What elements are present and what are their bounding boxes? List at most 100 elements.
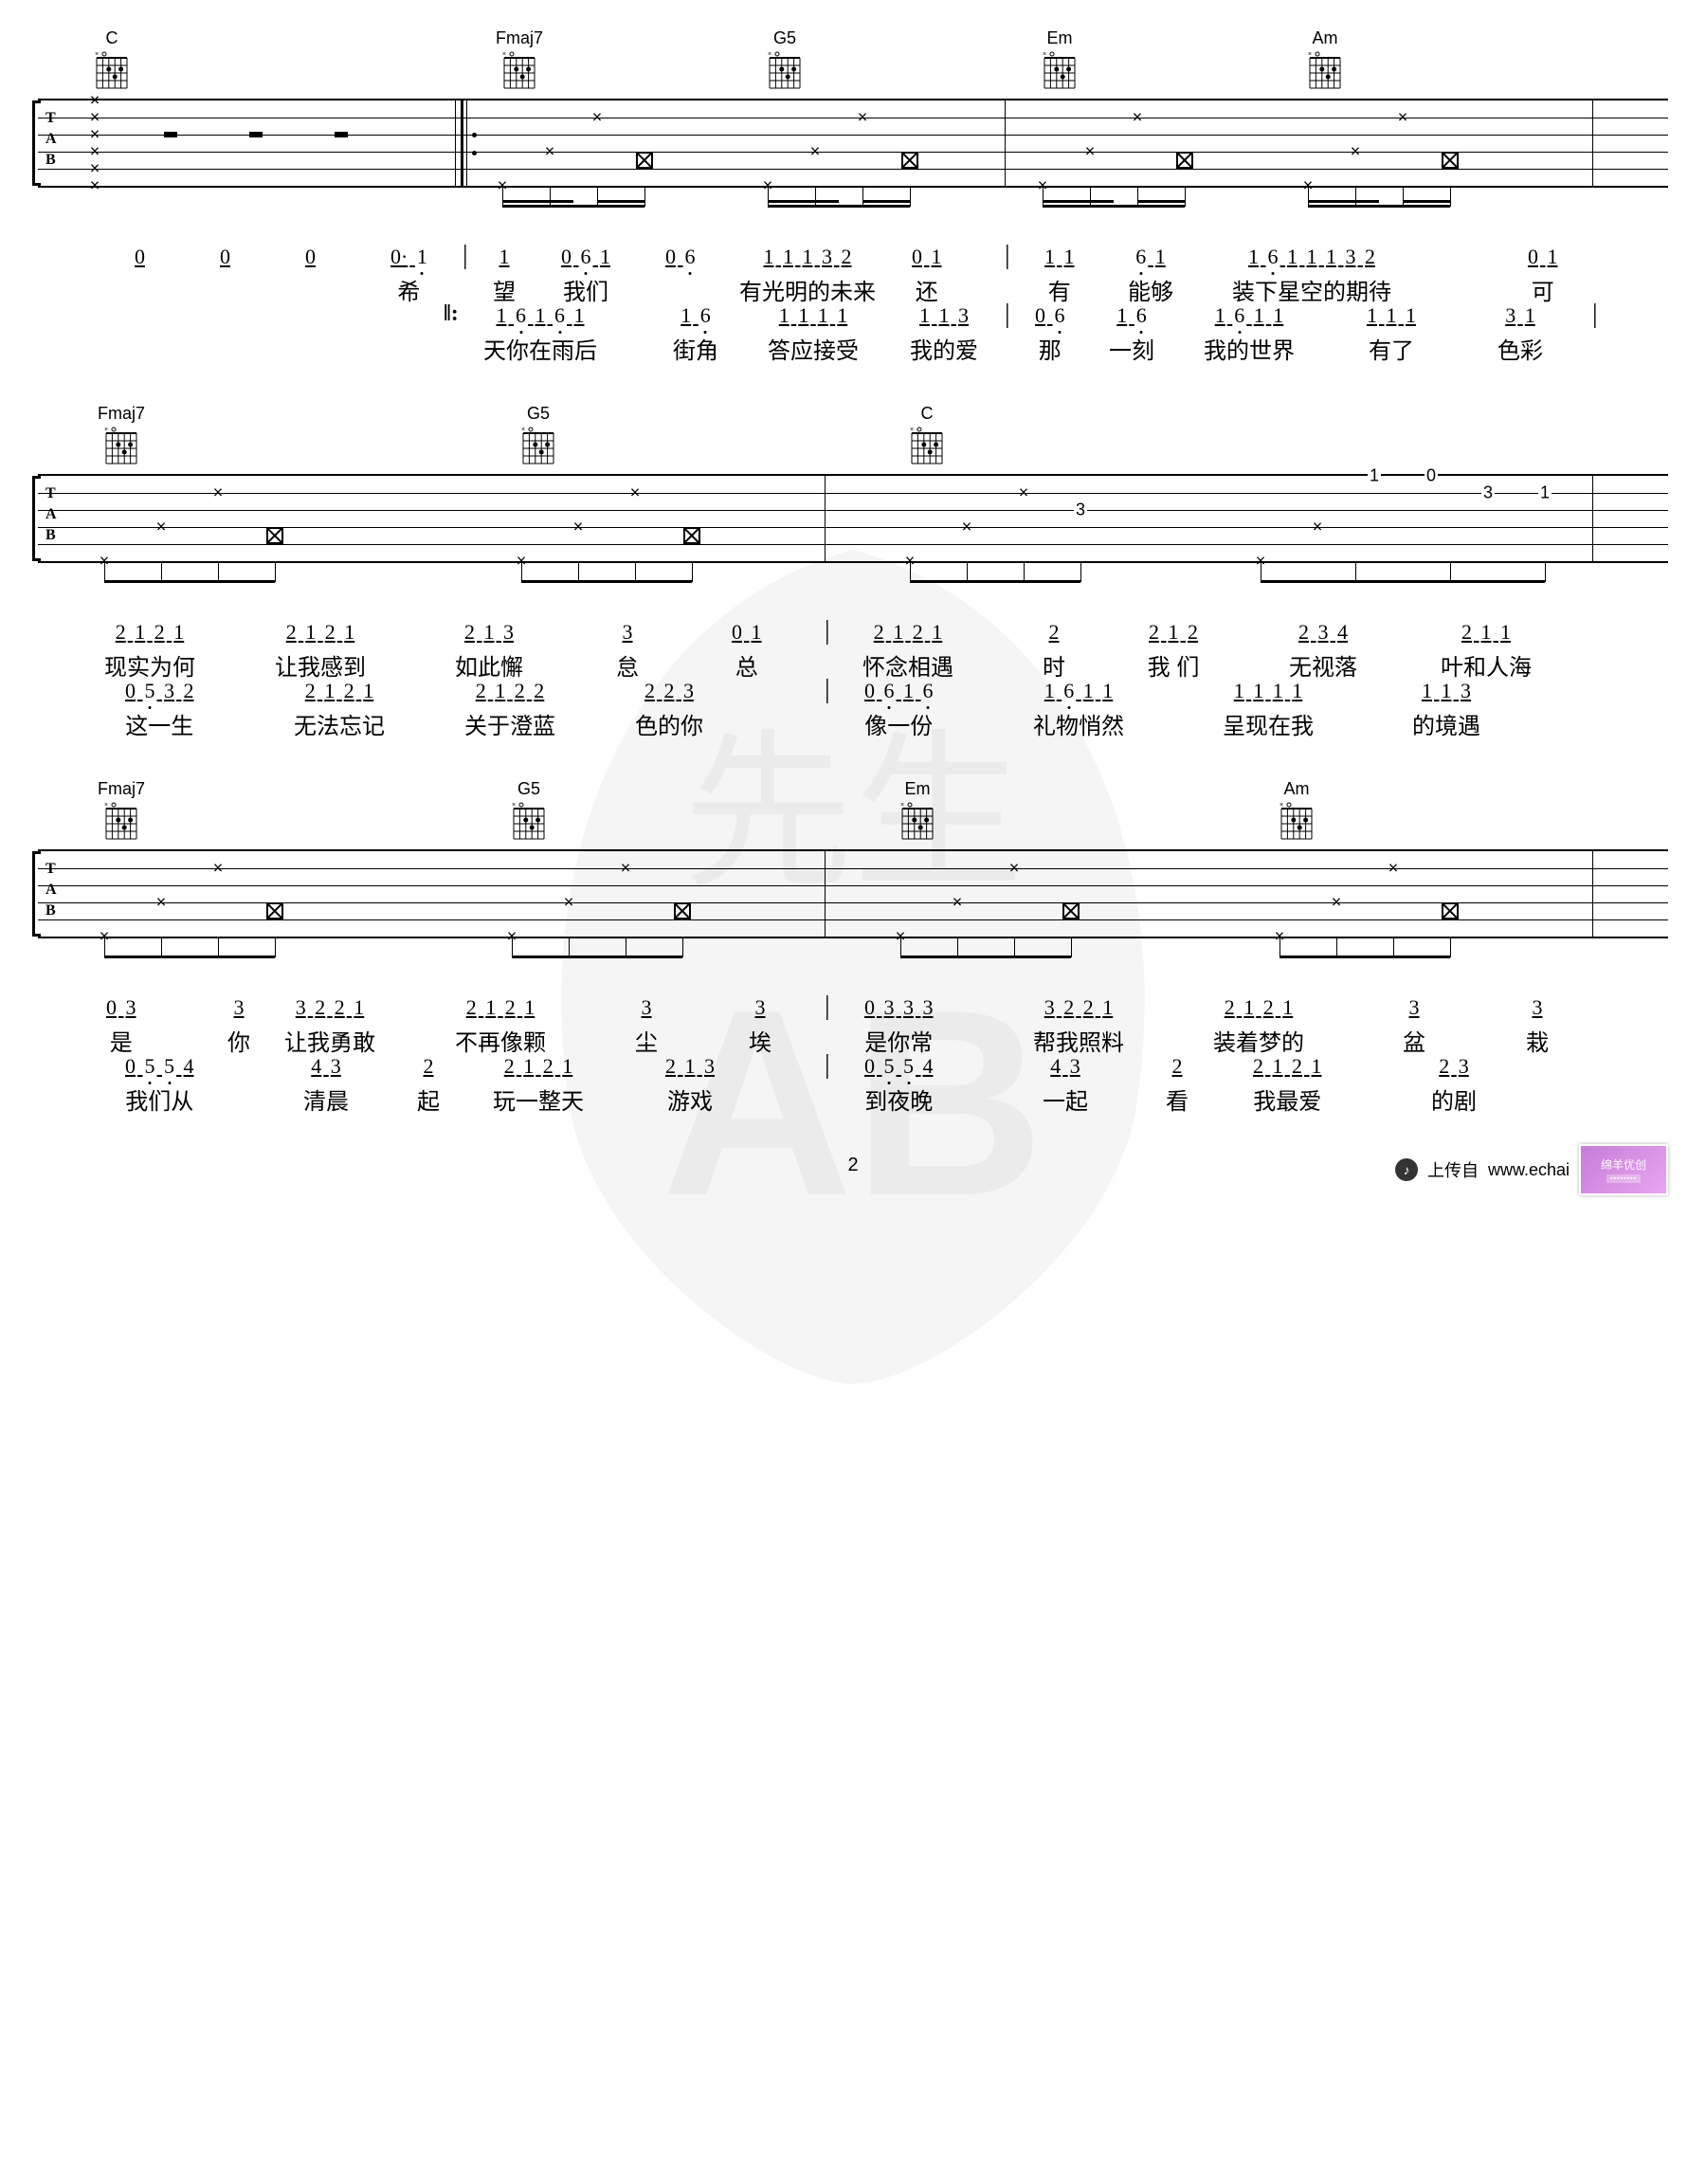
lyric-cell: 0 — [133, 245, 147, 273]
system: Fmaj7 × G5 — [38, 779, 1668, 1107]
lyric-cell: 3 栽 — [1526, 995, 1549, 1057]
chord-Em: Em × — [1033, 28, 1086, 92]
barline-lyric: | — [1592, 300, 1598, 330]
barline-lyric: | — [1005, 300, 1010, 330]
lyric-cell: 1 6 1 6 1 天你在雨后 — [483, 303, 597, 365]
barline-lyric: | — [463, 241, 468, 271]
lyric-cell: 0 6 — [663, 245, 698, 273]
lyric-cell: 3 埃 — [749, 995, 771, 1057]
lyric-cell: 1 6 1 1 礼物悄然 — [1033, 679, 1124, 740]
lyric-cell: 2 1 2 1 无法忘记 — [294, 679, 385, 740]
lyric-cell: 1 1 3 的境遇 — [1412, 679, 1480, 740]
svg-text:×: × — [104, 802, 108, 809]
chord-G5: G5 × — [758, 28, 811, 92]
chord-row: Fmaj7 × G5 — [38, 779, 1668, 846]
lyric-cell: 2 3 的剧 — [1431, 1054, 1477, 1116]
lyric-cell: 2 起 — [417, 1054, 440, 1116]
lyric-cell: 0· 1 希 — [389, 245, 429, 306]
lyric-cell: 0 — [303, 245, 318, 273]
page-number: 2 — [38, 1155, 1668, 1176]
lyric-line: 0 5 3 2 这一生 2 1 2 1 无法忘记 2 1 2 2 关于澄蓝 2 … — [38, 679, 1668, 732]
lyric-cell: 3 1 色彩 — [1497, 303, 1543, 365]
lyric-cell: 3 你 — [227, 995, 250, 1057]
lyric-cell: 0 1 总 — [730, 620, 764, 682]
lyric-cell: 2 1 2 1 装着梦的 — [1213, 995, 1304, 1057]
barline-lyric: | — [825, 616, 830, 646]
chord-row: Fmaj7 × G5 — [38, 404, 1668, 470]
lyric-cell: 2 1 2 1 玩一整天 — [493, 1054, 584, 1116]
chord-Fmaj7: Fmaj7 × — [493, 28, 546, 92]
chord-G5: G5 × — [512, 404, 565, 467]
lyric-cell: 2 1 2 2 关于澄蓝 — [464, 679, 555, 740]
chord-Em: Em × — [891, 779, 944, 843]
svg-text:×: × — [104, 427, 108, 433]
lyric-cell: 3 怠 — [616, 620, 639, 682]
chord-C: C × — [85, 28, 138, 92]
lyric-cell: 1 1 3 我的爱 — [910, 303, 978, 365]
chord-C: C × — [900, 404, 953, 467]
svg-text:×: × — [1280, 802, 1283, 809]
svg-text:×: × — [910, 427, 914, 433]
lyric-cell: 1 1 1 有了 — [1365, 303, 1418, 365]
chord-G5: G5 × — [502, 779, 555, 843]
lyric-cell: 0 1 还 — [910, 245, 944, 306]
lyric-cell: 2 1 3 游戏 — [663, 1054, 717, 1116]
lyric-cell: 0 3 3 3 是你常 — [862, 995, 935, 1057]
lyric-cell: 3 尘 — [635, 995, 658, 1057]
repeat-sign: ‖: — [444, 301, 459, 327]
chord-Am: Am × — [1270, 779, 1323, 843]
svg-text:×: × — [502, 51, 506, 58]
lyric-line: 2 1 2 1 现实为何 2 1 2 1 让我感到 2 1 3 如此懈 3 怠 … — [38, 620, 1668, 673]
lyric-cell: 2 1 1 叶和人海 — [1441, 620, 1532, 682]
tab-staff: TAB×××××××××××××××××× — [38, 99, 1668, 188]
lyric-cell: 0 3 是 — [104, 995, 138, 1057]
svg-text:×: × — [900, 802, 904, 809]
system: Fmaj7 × G5 — [38, 404, 1668, 732]
lyric-line: 0 0 0 0· 1 希 | 1 望 0 6 1 我们 0 6 1 1 — [38, 245, 1668, 298]
lyric-cell: 0 5 5 4 我们从 — [123, 1054, 196, 1116]
lyric-cell: 3 2 2 1 让我勇敢 — [284, 995, 375, 1057]
lyric-cell: 0 6 那 — [1033, 303, 1067, 365]
lyric-cell: 2 1 3 如此懈 — [455, 620, 523, 682]
lyric-cell: 3 盆 — [1403, 995, 1425, 1057]
barline-lyric: | — [825, 675, 830, 705]
lyric-cell: 1 1 1 1 呈现在我 — [1223, 679, 1314, 740]
lyric-line: 0 3 是 3 你 3 2 2 1 让我勇敢 2 1 2 1 不再像颗 3 尘 … — [38, 995, 1668, 1048]
svg-text:×: × — [768, 51, 771, 58]
lyric-cell: 2 2 3 色的你 — [635, 679, 703, 740]
chord-Fmaj7: Fmaj7 × — [95, 404, 148, 467]
lyric-cell: 1 1 1 3 2 有光明的未来 — [739, 245, 876, 306]
lyric-cell: 0 6 1 我们 — [559, 245, 612, 306]
lyric-cell: 0 5 5 4 到夜晚 — [862, 1054, 935, 1116]
lyric-cell: 2 1 2 我 们 — [1147, 620, 1200, 682]
lyric-cell: 0 5 3 2 这一生 — [123, 679, 196, 740]
tab-staff: TAB×××××××××××× — [38, 849, 1668, 938]
lyric-cell: 2 3 4 无视落 — [1289, 620, 1357, 682]
lyric-line: ‖: 1 6 1 6 1 天你在雨后 1 6 街角 1 1 1 1 答应接受 1… — [38, 303, 1668, 356]
system: C × Fmaj7 — [38, 28, 1668, 356]
lyric-cell: 1 6 1 1 我的世界 — [1204, 303, 1295, 365]
lyric-cell: 3 2 2 1 帮我照料 — [1033, 995, 1124, 1057]
svg-text:×: × — [521, 427, 525, 433]
lyric-cell: 2 1 2 1 不再像颗 — [455, 995, 546, 1057]
lyric-line: 0 5 5 4 我们从 4 3 清晨 2 起 2 1 2 1 玩一整天 2 1 … — [38, 1054, 1668, 1107]
lyric-cell: 1 6 1 1 1 3 2 装下星空的期待 — [1232, 245, 1391, 306]
barline-lyric: | — [825, 1050, 830, 1081]
svg-text:×: × — [1308, 51, 1312, 58]
lyric-cell: 2 1 2 1 怀念相遇 — [862, 620, 953, 682]
chord-row: C × Fmaj7 — [38, 28, 1668, 95]
lyric-cell: 1 6 街角 — [673, 303, 718, 365]
lyric-cell: 1 1 1 1 答应接受 — [768, 303, 859, 365]
lyric-cell: 4 3 清晨 — [303, 1054, 349, 1116]
lyric-cell: 1 1 有 — [1043, 245, 1077, 306]
barline-lyric: | — [1005, 241, 1010, 271]
lyric-cell: 0 6 1 6 像一份 — [862, 679, 935, 740]
lyric-cell: 2 时 — [1043, 620, 1065, 682]
chord-Am: Am × — [1298, 28, 1352, 92]
barline-lyric: | — [825, 992, 830, 1022]
lyric-cell: 0 1 可 — [1526, 245, 1560, 306]
lyric-cell: 4 3 一起 — [1043, 1054, 1088, 1116]
lyric-cell: 1 望 — [493, 245, 516, 306]
lyric-cell: 0 — [218, 245, 232, 273]
svg-text:×: × — [95, 51, 99, 58]
